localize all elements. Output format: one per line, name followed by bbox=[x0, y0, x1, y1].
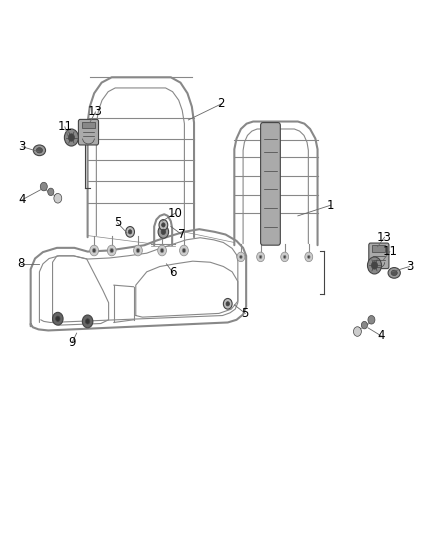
Circle shape bbox=[161, 229, 166, 235]
Circle shape bbox=[159, 220, 168, 230]
Circle shape bbox=[110, 248, 113, 253]
Text: 13: 13 bbox=[88, 106, 103, 118]
FancyBboxPatch shape bbox=[78, 119, 99, 145]
Circle shape bbox=[305, 252, 313, 262]
Text: 11: 11 bbox=[382, 245, 397, 258]
Circle shape bbox=[158, 245, 166, 256]
Circle shape bbox=[85, 319, 90, 324]
Circle shape bbox=[48, 188, 54, 196]
Circle shape bbox=[136, 248, 140, 253]
Text: 11: 11 bbox=[57, 120, 72, 133]
Circle shape bbox=[180, 245, 188, 256]
Text: 3: 3 bbox=[18, 140, 25, 153]
Circle shape bbox=[68, 134, 74, 141]
Text: 13: 13 bbox=[377, 231, 392, 244]
Circle shape bbox=[126, 227, 134, 237]
Text: 2: 2 bbox=[217, 98, 225, 110]
Bar bbox=[82, 122, 95, 128]
Bar bbox=[372, 245, 385, 252]
Circle shape bbox=[82, 315, 93, 328]
Circle shape bbox=[356, 327, 361, 334]
Circle shape bbox=[158, 225, 169, 238]
Circle shape bbox=[107, 245, 116, 256]
Circle shape bbox=[64, 129, 78, 146]
Text: 5: 5 bbox=[114, 216, 121, 229]
Circle shape bbox=[54, 193, 62, 203]
Circle shape bbox=[182, 248, 186, 253]
Circle shape bbox=[353, 327, 361, 336]
Circle shape bbox=[90, 245, 99, 256]
Text: 9: 9 bbox=[68, 336, 76, 349]
Circle shape bbox=[371, 262, 378, 269]
Circle shape bbox=[307, 255, 310, 259]
Circle shape bbox=[257, 252, 265, 262]
Text: 4: 4 bbox=[377, 329, 385, 342]
Circle shape bbox=[128, 230, 132, 234]
Text: 7: 7 bbox=[178, 228, 186, 241]
Circle shape bbox=[368, 316, 375, 324]
Ellipse shape bbox=[388, 268, 400, 278]
Circle shape bbox=[162, 223, 165, 227]
Circle shape bbox=[226, 302, 230, 306]
Circle shape bbox=[281, 252, 289, 262]
Circle shape bbox=[134, 245, 142, 256]
Circle shape bbox=[283, 255, 286, 259]
Text: 8: 8 bbox=[18, 257, 25, 270]
Text: 3: 3 bbox=[406, 260, 413, 273]
Text: 10: 10 bbox=[168, 207, 183, 220]
Ellipse shape bbox=[33, 145, 46, 156]
Circle shape bbox=[223, 298, 232, 309]
Circle shape bbox=[92, 248, 96, 253]
Circle shape bbox=[259, 255, 262, 259]
Circle shape bbox=[40, 182, 47, 191]
Text: 1: 1 bbox=[327, 199, 335, 212]
FancyBboxPatch shape bbox=[261, 123, 280, 245]
Circle shape bbox=[54, 194, 60, 200]
Text: 4: 4 bbox=[18, 193, 26, 206]
FancyBboxPatch shape bbox=[369, 243, 389, 269]
Circle shape bbox=[361, 321, 367, 329]
Circle shape bbox=[160, 248, 164, 253]
Circle shape bbox=[56, 316, 60, 321]
Text: 5: 5 bbox=[242, 307, 249, 320]
Circle shape bbox=[240, 255, 242, 259]
Ellipse shape bbox=[391, 270, 397, 276]
Circle shape bbox=[367, 257, 381, 274]
Circle shape bbox=[237, 252, 245, 262]
Text: 6: 6 bbox=[169, 266, 177, 279]
Ellipse shape bbox=[36, 148, 42, 153]
Circle shape bbox=[53, 312, 63, 325]
